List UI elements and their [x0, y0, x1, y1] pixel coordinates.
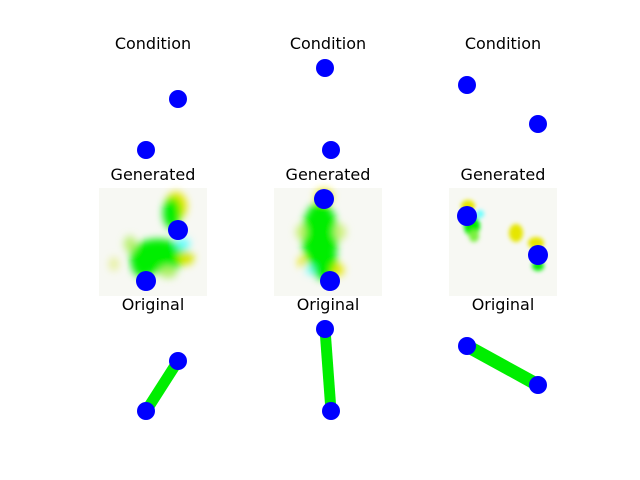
generated-joint-top: [168, 220, 188, 240]
condition-panel-1: [137, 90, 187, 159]
generated-panel-3: [449, 188, 557, 296]
generated-joint-bottom: [320, 271, 340, 291]
condition-title-3: Condition: [465, 34, 541, 53]
condition-joint-right: [529, 115, 547, 133]
original-panel-2: [316, 320, 340, 420]
generated-blob: [109, 192, 194, 278]
generated-title-1: Generated: [111, 165, 196, 184]
original-joint-right: [529, 376, 547, 394]
original-panel-1: [137, 352, 187, 420]
original-joint-left: [458, 337, 476, 355]
column-3: Condition Generated Original: [449, 34, 557, 394]
column-1: Condition Generated Original: [99, 34, 207, 420]
condition-panel-3: [458, 76, 547, 133]
condition-joint-top: [169, 90, 187, 108]
condition-joint-bottom: [322, 141, 340, 159]
original-limb: [463, 340, 542, 391]
original-joint-bottom: [322, 402, 340, 420]
original-joint-bottom: [137, 402, 155, 420]
condition-title-1: Condition: [115, 34, 191, 53]
generated-title-3: Generated: [461, 165, 546, 184]
condition-panel-2: [316, 59, 340, 159]
column-2: Condition Generated Original: [274, 34, 382, 420]
condition-joint-top: [316, 59, 334, 77]
condition-title-2: Condition: [290, 34, 366, 53]
generated-title-2: Generated: [286, 165, 371, 184]
generated-joint-right: [528, 245, 548, 265]
original-joint-top: [316, 320, 334, 338]
generated-panel-2: [274, 188, 382, 296]
original-limb: [319, 328, 337, 412]
original-limb: [141, 358, 183, 414]
generated-joint-top: [314, 189, 334, 209]
generated-joint-left: [457, 206, 477, 226]
generated-joint-bottom: [136, 271, 156, 291]
condition-joint-left: [458, 76, 476, 94]
condition-joint-bottom: [137, 141, 155, 159]
generated-blob: [461, 200, 544, 271]
original-title-3: Original: [472, 295, 535, 314]
original-joint-top: [169, 352, 187, 370]
original-title-2: Original: [297, 295, 360, 314]
generated-panel-1: [99, 188, 207, 296]
original-panel-3: [458, 337, 547, 394]
original-title-1: Original: [122, 295, 185, 314]
